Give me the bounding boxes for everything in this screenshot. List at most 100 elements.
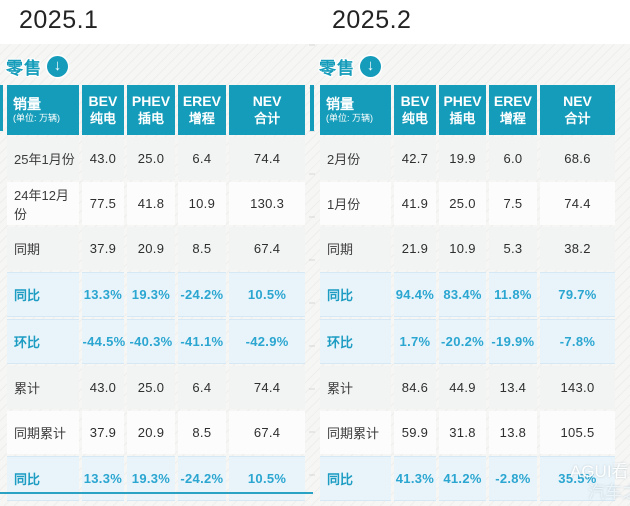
table-cell: 41.3% bbox=[393, 456, 437, 501]
watermark-line: AGUI看车 bbox=[570, 462, 630, 481]
screenshot-cut-artifact bbox=[310, 85, 314, 131]
screenshot-cut-artifact bbox=[0, 85, 3, 131]
table-cell: 41.9 bbox=[393, 182, 437, 225]
table-cell: 74.4 bbox=[539, 182, 615, 225]
column-label: EREV bbox=[182, 93, 221, 110]
table-cell: -40.3% bbox=[127, 319, 175, 364]
table-cell: 25.0 bbox=[127, 137, 175, 180]
download-arrow-icon[interactable]: ↓ bbox=[47, 55, 68, 77]
table-cell: -24.2% bbox=[177, 456, 227, 501]
row-label: 同期累计 bbox=[7, 411, 79, 454]
column-header: PHEV 插电 bbox=[127, 85, 175, 135]
table-cell: -2.8% bbox=[488, 456, 537, 501]
column-label: NEV bbox=[563, 93, 592, 110]
table-cell: 43.0 bbox=[81, 366, 125, 409]
table-cell: 31.8 bbox=[439, 411, 486, 454]
column-sublabel: 增程 bbox=[499, 110, 526, 126]
panel-title: 2025.1 bbox=[19, 6, 99, 34]
row-label: 同比 bbox=[320, 272, 391, 317]
table-cell: 6.4 bbox=[177, 137, 227, 180]
table-cell: 42.7 bbox=[393, 137, 437, 180]
column-sublabel: 合计 bbox=[254, 110, 281, 126]
table-cell: 13.8 bbox=[488, 411, 537, 454]
table-cell: 20.9 bbox=[127, 227, 175, 270]
table-cell: 7.5 bbox=[488, 182, 537, 225]
column-sublabel: 纯电 bbox=[89, 110, 116, 126]
table-cell: 41.2% bbox=[439, 456, 486, 501]
column-header: EREV 增程 bbox=[488, 85, 537, 135]
table-row: 同比 94.4% 83.4% 11.8% 79.7% bbox=[320, 272, 615, 317]
table-cell: -42.9% bbox=[229, 319, 305, 364]
table-cell: -41.1% bbox=[177, 319, 227, 364]
table-cell: -19.9% bbox=[488, 319, 537, 364]
column-label: 销量 bbox=[13, 95, 41, 112]
table-cell: 11.8% bbox=[488, 272, 537, 317]
table-cell: 10.9 bbox=[439, 227, 486, 270]
table-cell: 1.7% bbox=[393, 319, 437, 364]
column-header: BEV 纯电 bbox=[81, 85, 125, 135]
table-cell: 38.2 bbox=[539, 227, 615, 270]
row-label: 环比 bbox=[7, 319, 79, 364]
column-label: BEV bbox=[88, 93, 118, 110]
table-cell: 105.5 bbox=[539, 411, 615, 454]
table-cell: 10.5% bbox=[229, 456, 305, 501]
table-cell: 21.9 bbox=[393, 227, 437, 270]
row-label: 同比 bbox=[320, 456, 391, 501]
column-label: EREV bbox=[493, 93, 532, 110]
table-cell: 59.9 bbox=[393, 411, 437, 454]
table-cell: 44.9 bbox=[439, 366, 486, 409]
table-row: 环比 -44.5% -40.3% -41.1% -42.9% bbox=[7, 319, 305, 364]
table-cell: 19.3% bbox=[127, 456, 175, 501]
panel-title: 2025.2 bbox=[332, 6, 412, 34]
table-cell: 13.4 bbox=[488, 366, 537, 409]
table-cell: -24.2% bbox=[177, 272, 227, 317]
table-cell: 83.4% bbox=[439, 272, 486, 317]
table-cell: 94.4% bbox=[393, 272, 437, 317]
column-header: NEV 合计 bbox=[229, 85, 305, 135]
section-label: 零售 bbox=[6, 58, 42, 78]
column-sublabel: 增程 bbox=[188, 110, 215, 126]
table-cell: 143.0 bbox=[539, 366, 615, 409]
column-sublabel: (单位: 万辆) bbox=[326, 113, 373, 124]
table-cell: 41.8 bbox=[127, 182, 175, 225]
table-cell: 67.4 bbox=[229, 227, 305, 270]
table-cell: 13.3% bbox=[81, 272, 125, 317]
panel-bottom-line bbox=[0, 492, 313, 494]
table-header-row: 销量 (单位: 万辆) BEV 纯电 PHEV 插电 EREV 增程 NEV 合计 bbox=[320, 85, 615, 135]
table-cell: 130.3 bbox=[229, 182, 305, 225]
panel-2025-1: 2025.1 零售 ↓ 销量 (单位: 万辆) BEV 纯电 PHEV 插电 EREV 增程 N… bbox=[4, 0, 308, 506]
column-header: 销量 (单位: 万辆) bbox=[7, 85, 79, 135]
table-cell: 19.9 bbox=[439, 137, 486, 180]
table-header-row: 销量 (单位: 万辆) BEV 纯电 PHEV 插电 EREV 增程 NEV 合计 bbox=[7, 85, 305, 135]
table-cell: 6.4 bbox=[177, 366, 227, 409]
table-cell: 37.9 bbox=[81, 411, 125, 454]
row-label: 环比 bbox=[320, 319, 391, 364]
column-header: NEV 合计 bbox=[539, 85, 615, 135]
column-sublabel: 插电 bbox=[449, 110, 476, 126]
row-label: 同期 bbox=[320, 227, 391, 270]
table-row: 25年1月份 43.0 25.0 6.4 74.4 bbox=[7, 137, 305, 180]
column-label: 销量 bbox=[326, 95, 354, 112]
table-cell: -20.2% bbox=[439, 319, 486, 364]
section-header: 零售 ↓ bbox=[319, 53, 381, 79]
retail-sales-table: 销量 (单位: 万辆) BEV 纯电 PHEV 插电 EREV 增程 NEV 合计 25年1月份 4… bbox=[4, 83, 308, 503]
table-row: 累计 84.6 44.9 13.4 143.0 bbox=[320, 366, 615, 409]
column-label: PHEV bbox=[443, 93, 482, 110]
download-arrow-icon[interactable]: ↓ bbox=[360, 55, 381, 77]
table-cell: 67.4 bbox=[229, 411, 305, 454]
column-header: EREV 增程 bbox=[177, 85, 227, 135]
column-sublabel: 插电 bbox=[137, 110, 164, 126]
row-label: 同期累计 bbox=[320, 411, 391, 454]
table-cell: 5.3 bbox=[488, 227, 537, 270]
row-label: 2月份 bbox=[320, 137, 391, 180]
table-cell: 84.6 bbox=[393, 366, 437, 409]
table-cell: 6.0 bbox=[488, 137, 537, 180]
table-row: 同期累计 59.9 31.8 13.8 105.5 bbox=[320, 411, 615, 454]
column-label: PHEV bbox=[131, 93, 171, 110]
row-label: 累计 bbox=[7, 366, 79, 409]
table-row: 1月份 41.9 25.0 7.5 74.4 bbox=[320, 182, 615, 225]
row-label: 同期 bbox=[7, 227, 79, 270]
table-cell: 79.7% bbox=[539, 272, 615, 317]
column-label: BEV bbox=[400, 93, 430, 110]
table-cell: 19.3% bbox=[127, 272, 175, 317]
